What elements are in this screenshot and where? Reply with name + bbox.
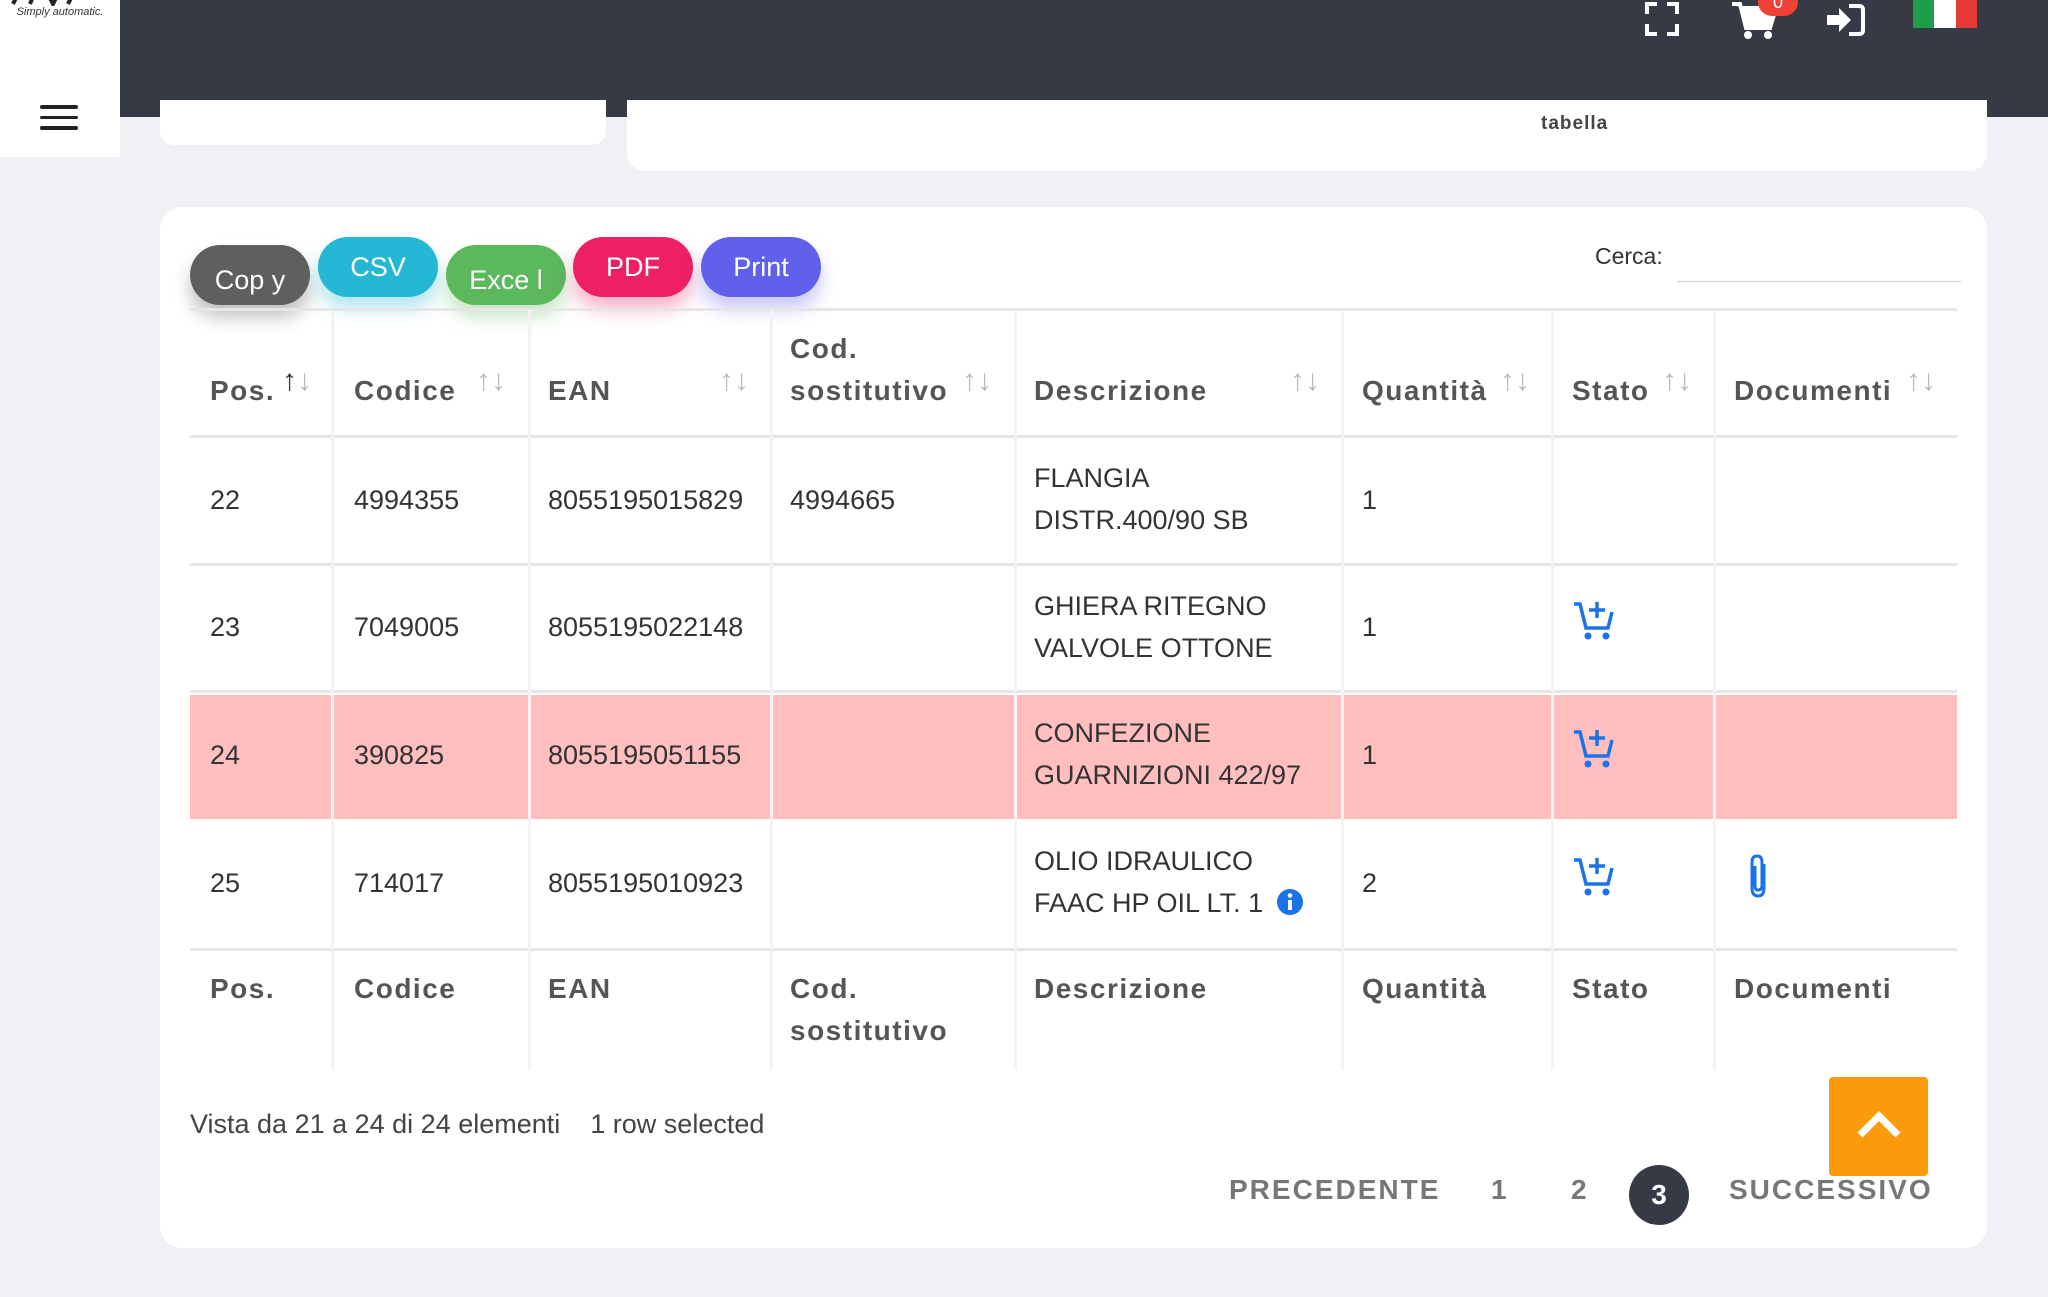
footer-header-codice: Codice: [354, 973, 457, 1004]
col-header-cod-sostitutivo[interactable]: Cod.: [790, 333, 859, 364]
sort-asc-icon[interactable]: ↑↓: [282, 364, 312, 397]
divider: [190, 563, 1957, 566]
cell-codice: 390825: [354, 740, 445, 770]
col-header-ean[interactable]: EAN: [548, 375, 612, 406]
footer-header-documenti: Documenti: [1734, 973, 1893, 1004]
search-input[interactable]: [1677, 237, 1961, 282]
column-separator: [1551, 310, 1554, 1070]
filter-card: [160, 100, 606, 145]
print-button[interactable]: Print: [701, 237, 821, 297]
cell-descrizione-line2: GUARNIZIONI 422/97: [1034, 760, 1302, 790]
cell-codice: 714017: [354, 868, 445, 898]
hamburger-menu-icon[interactable]: [40, 105, 78, 131]
cell-ean: 8055195051155: [548, 740, 742, 770]
column-separator: [1341, 310, 1344, 1070]
add-to-cart-icon[interactable]: [1572, 598, 1616, 642]
sort-icon[interactable]: ↑↓: [1906, 364, 1936, 397]
table-info-selected: 1 row selected: [590, 1109, 765, 1139]
cell-pos: 25: [210, 868, 241, 898]
cell-quantita: 1: [1362, 485, 1378, 515]
col-header-quantita[interactable]: Quantità: [1362, 375, 1488, 406]
info-card: [627, 100, 1987, 171]
pdf-button[interactable]: PDF: [573, 237, 693, 297]
column-separator: [1713, 310, 1716, 1070]
cell-ean: 8055195010923: [548, 868, 744, 898]
scroll-to-top-button[interactable]: [1829, 1077, 1928, 1176]
sort-icon[interactable]: ↑↓: [1500, 364, 1530, 397]
pagination-page-1[interactable]: 1: [1491, 1174, 1507, 1205]
sort-icon[interactable]: ↑↓: [476, 364, 506, 397]
pagination-page-3-active[interactable]: 3: [1629, 1165, 1689, 1225]
sidebar-panel: Simply automatic.: [0, 0, 120, 157]
excel-button[interactable]: Exce l: [446, 245, 566, 305]
cell-quantita: 1: [1362, 740, 1378, 770]
cell-descrizione: FLANGIA: [1034, 463, 1150, 493]
fullscreen-icon[interactable]: [1645, 2, 1679, 36]
cell-pos: 24: [210, 740, 241, 770]
selected-row-highlight: [190, 695, 1957, 819]
col-header-codice[interactable]: Codice: [354, 375, 457, 406]
divider: [190, 308, 1957, 311]
cell-codice: 4994355: [354, 485, 460, 515]
italian-flag-icon[interactable]: [1913, 0, 1977, 28]
tabella-label: tabella: [1541, 113, 1609, 134]
add-to-cart-icon[interactable]: [1572, 854, 1616, 898]
footer-header-stato: Stato: [1572, 973, 1650, 1004]
column-separator: [1014, 310, 1017, 1070]
cart-count-badge: 0: [1758, 0, 1798, 16]
cell-descrizione-line2: FAAC HP OIL LT. 1: [1034, 888, 1264, 918]
add-to-cart-icon[interactable]: [1572, 726, 1616, 770]
cell-pos: 23: [210, 612, 241, 642]
top-navbar: [120, 0, 2048, 117]
col-header-descrizione[interactable]: Descrizione: [1034, 375, 1208, 406]
attachment-icon[interactable]: [1744, 852, 1772, 900]
login-icon[interactable]: [1823, 2, 1865, 38]
cell-descrizione: OLIO IDRAULICO: [1034, 846, 1254, 876]
sort-icon[interactable]: ↑↓: [1662, 364, 1692, 397]
sort-icon[interactable]: ↑↓: [962, 364, 992, 397]
logo-tagline: Simply automatic.: [16, 6, 104, 18]
cell-descrizione-line2: DISTR.400/90 SB: [1034, 505, 1249, 535]
cell-descrizione-line2: VALVOLE OTTONE: [1034, 633, 1273, 663]
chevron-up-icon: [1857, 1111, 1900, 1138]
pagination-page-2[interactable]: 2: [1571, 1174, 1587, 1205]
col-header-stato[interactable]: Stato: [1572, 375, 1650, 406]
cell-quantita: 2: [1362, 868, 1378, 898]
cell-cod-sostitutivo: 4994665: [790, 485, 896, 515]
cell-pos: 22: [210, 485, 241, 515]
footer-header-cod-sostitutivo-line2: sostitutivo: [790, 1015, 949, 1046]
logo: [11, 0, 73, 6]
footer-header-ean: EAN: [548, 973, 612, 1004]
sort-icon[interactable]: ↑↓: [719, 364, 749, 397]
csv-button[interactable]: CSV: [318, 237, 438, 297]
table-info-range: Vista da 21 a 24 di 24 elementi: [190, 1109, 561, 1139]
cell-ean: 8055195015829: [548, 485, 744, 515]
search-label: Cerca:: [1595, 243, 1663, 269]
cell-codice: 7049005: [354, 612, 460, 642]
footer-header-quantita: Quantità: [1362, 973, 1488, 1004]
copy-button[interactable]: Cop y: [190, 245, 310, 305]
divider: [190, 690, 1957, 693]
info-icon[interactable]: [1276, 888, 1304, 916]
footer-header-descrizione: Descrizione: [1034, 973, 1208, 1004]
cell-descrizione: CONFEZIONE: [1034, 718, 1212, 748]
sort-icon[interactable]: ↑↓: [1290, 364, 1320, 397]
cell-ean: 8055195022148: [548, 612, 744, 642]
col-header-cod-sostitutivo-line2[interactable]: sostitutivo: [790, 375, 949, 406]
cell-quantita: 1: [1362, 612, 1378, 642]
footer-header-pos: Pos.: [210, 973, 276, 1004]
divider: [190, 435, 1957, 438]
column-separator: [770, 310, 773, 1070]
column-separator: [331, 310, 334, 1070]
column-separator: [528, 310, 531, 1070]
divider: [190, 948, 1957, 951]
pagination-previous[interactable]: PRECEDENTE: [1229, 1174, 1441, 1205]
table-info: Vista da 21 a 24 di 24 elementi 1 row se…: [190, 1109, 764, 1140]
col-header-documenti[interactable]: Documenti: [1734, 375, 1893, 406]
pagination-next[interactable]: SUCCESSIVO: [1729, 1174, 1933, 1205]
col-header-pos[interactable]: Pos.: [210, 375, 276, 406]
footer-header-cod-sostitutivo: Cod.: [790, 973, 859, 1004]
cell-descrizione: GHIERA RITEGNO: [1034, 591, 1267, 621]
